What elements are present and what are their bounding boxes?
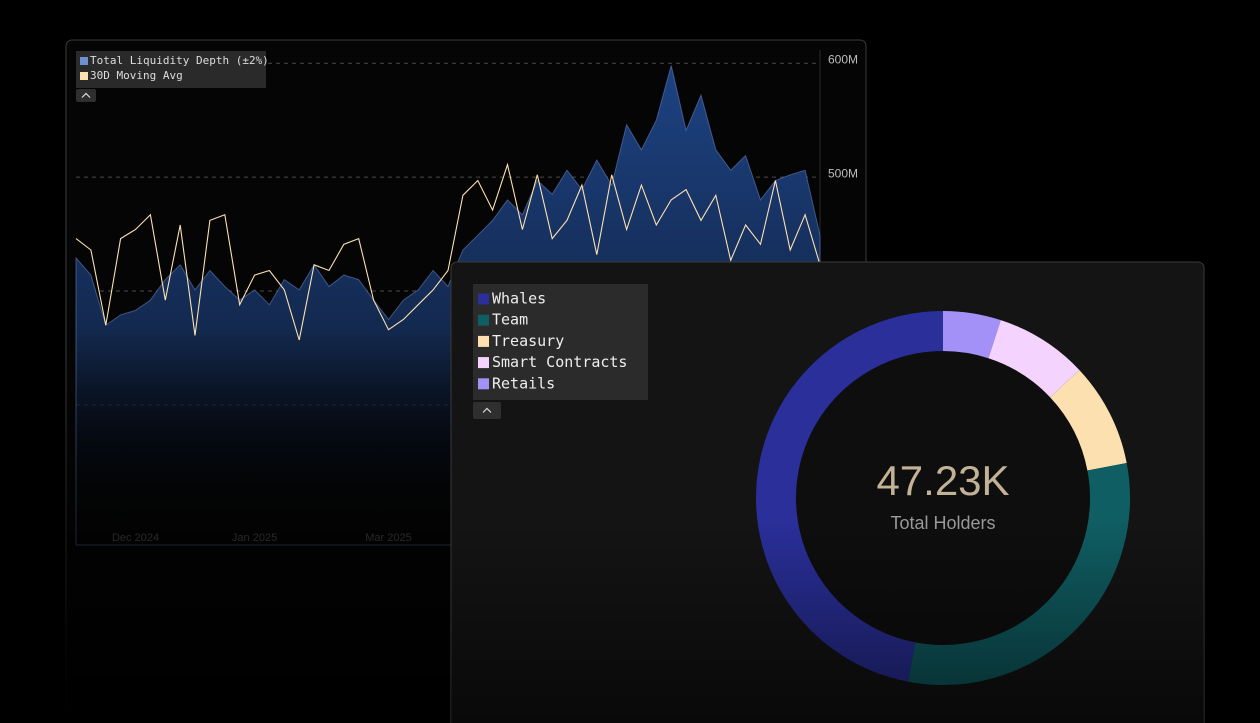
legend-label: 30D Moving Avg [90, 69, 183, 82]
y-tick-label: 600M [828, 52, 858, 66]
legend-label: Total Liquidity Depth (±2%) [90, 54, 269, 67]
legend [76, 51, 266, 88]
legend-label: Retails [492, 374, 555, 392]
chevron-icon [81, 92, 91, 98]
y-tick-label: 500M [828, 166, 858, 180]
legend-swatch [478, 293, 489, 305]
legend-label: Smart Contracts [492, 353, 627, 371]
legend-swatch [478, 314, 489, 326]
legend-swatch [478, 335, 489, 347]
legend [473, 284, 648, 400]
donut-segment [1049, 369, 1127, 471]
collapse-button[interactable] [76, 89, 96, 102]
legend-swatch [80, 72, 88, 80]
chevron-icon [482, 407, 492, 413]
donut-segment [942, 311, 1001, 359]
legend-label: Treasury [492, 332, 564, 350]
line [75, 162, 821, 341]
legend-swatch [478, 357, 489, 369]
legend-label: Team [492, 311, 528, 329]
legend-swatch [478, 378, 489, 390]
legend-swatch [80, 57, 88, 65]
collapse-button[interactable] [473, 402, 501, 419]
panel-fade [451, 520, 1204, 723]
legend-label: Whales [492, 290, 546, 308]
center-value: 47.23K [876, 457, 1009, 504]
donut-segment [987, 320, 1080, 398]
